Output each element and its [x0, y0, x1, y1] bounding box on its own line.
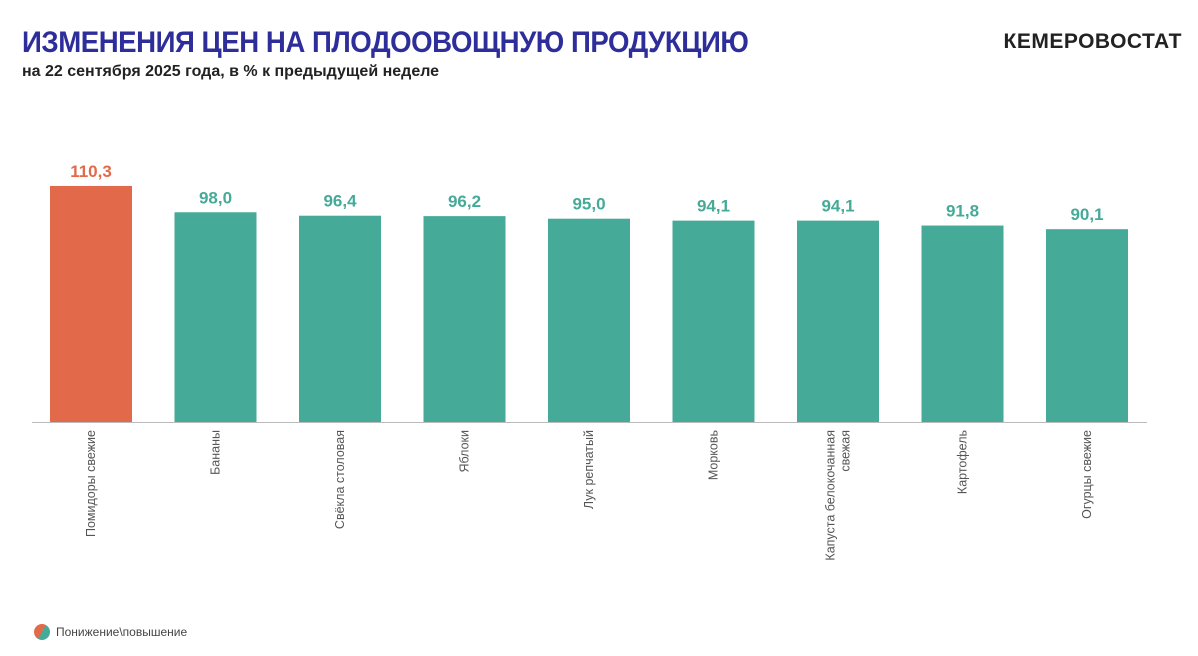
category-label: Свёкла столовая: [333, 430, 347, 529]
bar: [797, 220, 879, 422]
legend-marker-icon: [34, 624, 50, 640]
bar: [548, 218, 630, 422]
bar: [423, 216, 506, 422]
chart-subtitle: на 22 сентября 2025 года, в % к предыдущ…: [22, 63, 440, 80]
category-label: Огурцы свежие: [1080, 430, 1094, 519]
category-label: Бананы: [209, 430, 223, 475]
category-label: Помидоры свежие: [84, 430, 98, 537]
category-label: Картофель: [956, 430, 970, 494]
bar: [174, 212, 257, 422]
category-label: Лук репчатый: [582, 430, 596, 509]
data-label: 91,8: [946, 202, 979, 221]
data-label: 94,1: [697, 197, 730, 216]
bar: [50, 185, 132, 422]
data-label: 90,1: [1070, 205, 1103, 224]
legend: Понижение\повышение: [34, 624, 187, 640]
data-label: 98,0: [199, 188, 232, 207]
category-label: Морковь: [707, 430, 721, 480]
bar: [672, 220, 755, 422]
data-label: 96,2: [448, 192, 481, 211]
data-label: 95,0: [572, 195, 605, 214]
chart-title: ИЗМЕНЕНИЯ ЦЕН НА ПЛОДООВОЩНУЮ ПРОДУКЦИЮ: [22, 26, 749, 59]
category-label: Яблоки: [458, 430, 472, 472]
data-label: 96,4: [323, 192, 357, 211]
bar: [299, 215, 381, 422]
data-label: 94,1: [821, 197, 854, 216]
data-label: 110,3: [70, 162, 112, 181]
legend-label: Понижение\повышение: [56, 625, 188, 639]
bar: [921, 225, 1004, 422]
bar: [1046, 229, 1128, 422]
brand-logo: КЕМЕРОВОСТАТ: [1003, 30, 1182, 53]
category-label: Капуста белокочаннаясвежая: [824, 430, 853, 561]
